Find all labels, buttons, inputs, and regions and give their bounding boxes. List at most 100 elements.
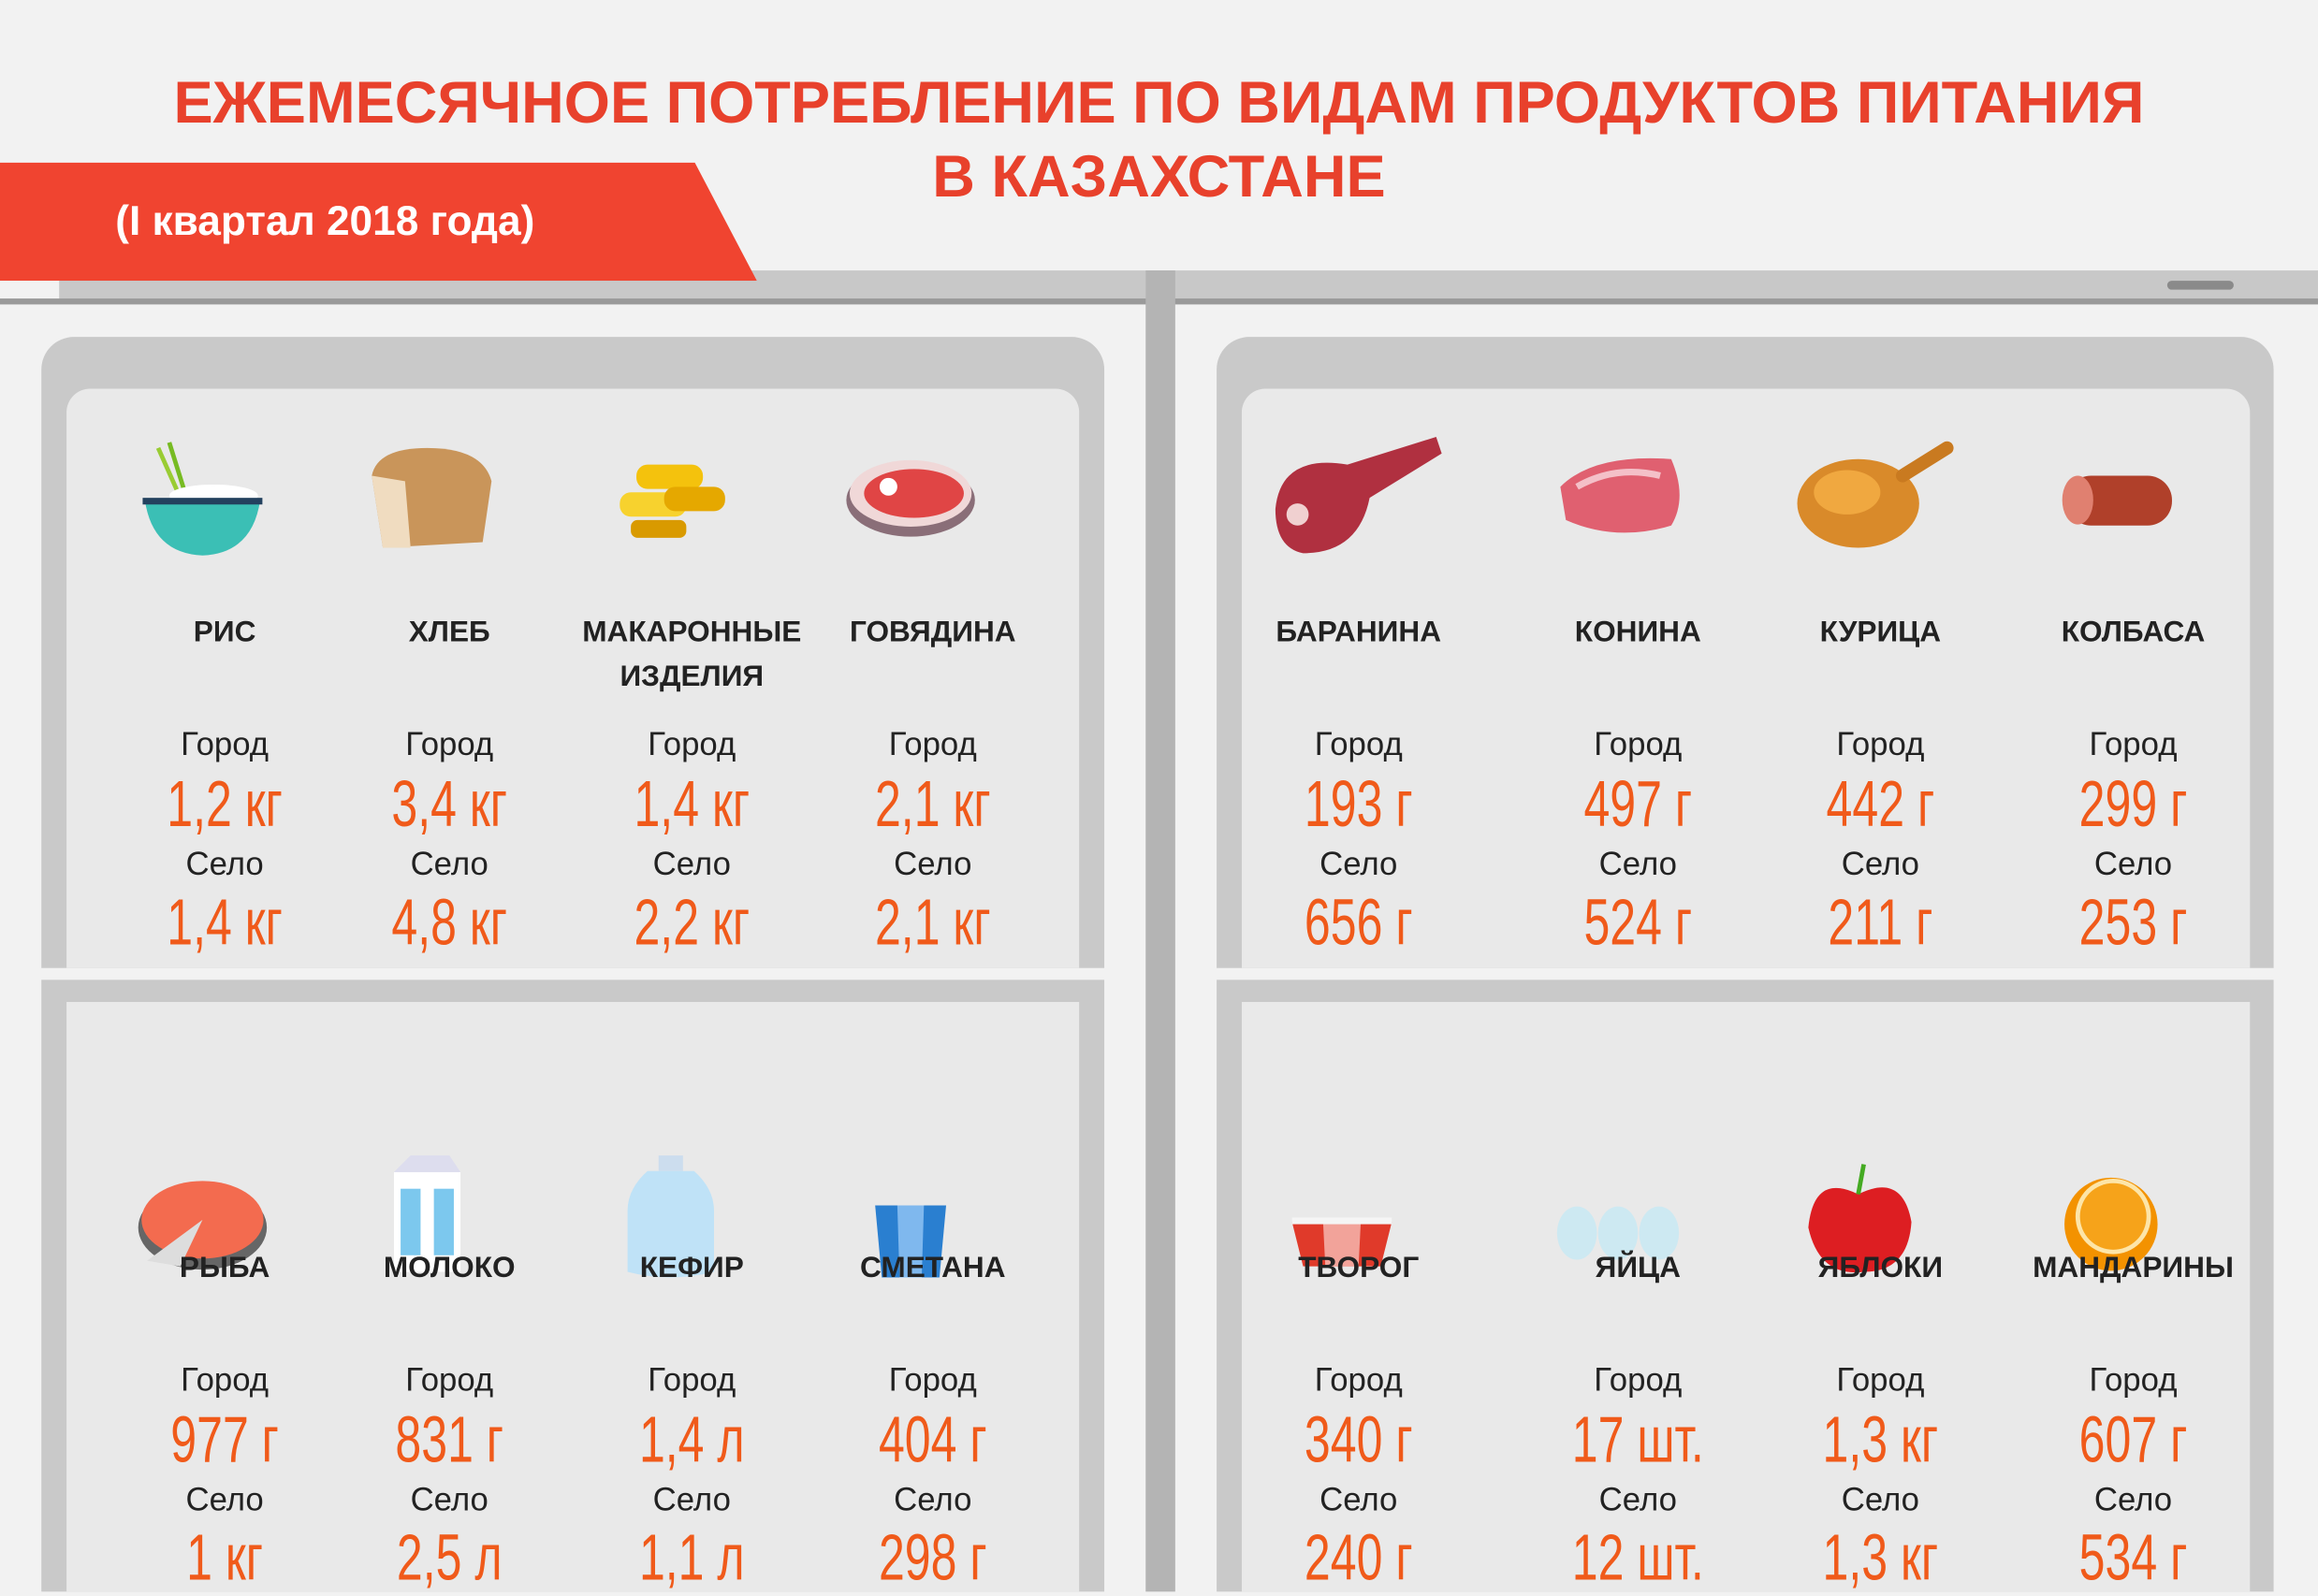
village-value: 524 г <box>1583 886 1693 960</box>
village-label: Село <box>894 1480 972 1518</box>
product-name: ЯЙЦА <box>1595 1252 1681 1284</box>
city-value: 1,4 кг <box>634 768 751 841</box>
city-value: 340 г <box>1304 1403 1413 1477</box>
product-name: МАНДАРИНЫ <box>2033 1252 2234 1284</box>
city-label: Город <box>1314 1360 1403 1399</box>
product-name: БАРАНИНА <box>1276 616 1442 649</box>
village-label: Село <box>1319 845 1398 883</box>
village-label: Село <box>1598 1480 1677 1518</box>
village-label: Село <box>185 1480 264 1518</box>
apple-icon <box>1808 1164 1912 1273</box>
village-label: Село <box>1841 1480 1920 1518</box>
city-label: Город <box>1836 725 1925 763</box>
village-label: Село <box>2093 845 2173 883</box>
fridge-handle <box>2166 281 2234 290</box>
city-value: 831 г <box>395 1403 504 1477</box>
city-value: 497 г <box>1583 768 1693 841</box>
cottage-cheese-icon <box>1291 1217 1392 1267</box>
city-label: Город <box>888 725 977 763</box>
product-name: КЕФИР <box>639 1252 744 1284</box>
city-label: Город <box>2089 1360 2178 1399</box>
city-label: Город <box>1836 1360 1925 1399</box>
rice-bowl-icon <box>142 442 263 556</box>
product-name: ГОВЯДИНА <box>849 616 1016 649</box>
village-value: 2,2 кг <box>634 886 751 960</box>
village-label: Село <box>894 845 972 883</box>
city-value: 977 г <box>170 1403 279 1477</box>
city-label: Город <box>405 725 494 763</box>
product-name: СМЕТАНА <box>860 1252 1006 1284</box>
horse-meat-icon <box>1560 457 1680 533</box>
village-label: Село <box>1598 845 1677 883</box>
city-value: 1,3 кг <box>1822 1403 1939 1477</box>
village-value: 4,8 кг <box>391 886 508 960</box>
city-label: Город <box>888 1360 977 1399</box>
roast-chicken-icon <box>1797 441 1954 548</box>
city-value: 2,1 кг <box>874 768 991 841</box>
city-value: 442 г <box>1826 768 1935 841</box>
village-value: 12 шт. <box>1571 1522 1704 1595</box>
beef-steak-icon <box>846 459 975 537</box>
panel-inner <box>1241 1002 2251 1592</box>
product-name: МОЛОКО <box>383 1252 516 1284</box>
city-label: Город <box>405 1360 494 1399</box>
village-value: 1,1 л <box>638 1522 745 1595</box>
village-value: 240 г <box>1304 1522 1413 1595</box>
village-label: Село <box>652 1480 731 1518</box>
product-name: КОНИНА <box>1574 616 1701 649</box>
village-label: Село <box>185 845 264 883</box>
city-value: 3,4 кг <box>391 768 508 841</box>
city-value: 607 г <box>2078 1403 2188 1477</box>
product-name: ЯБЛОКИ <box>1817 1252 1944 1284</box>
fridge-divider <box>1145 270 1175 1592</box>
village-label: Село <box>1319 1480 1398 1518</box>
salmon-steak-icon <box>138 1181 268 1270</box>
title-line-1: ЕЖЕМЕСЯЧНОЕ ПОТРЕБЛЕНИЕ ПО ВИДАМ ПРОДУКТ… <box>173 70 2145 137</box>
village-value: 1 кг <box>186 1522 264 1595</box>
city-value: 404 г <box>878 1403 987 1477</box>
village-label: Село <box>1841 845 1920 883</box>
city-label: Город <box>1594 725 1683 763</box>
village-value: 2,1 кг <box>874 886 991 960</box>
city-value: 299 г <box>2078 768 2188 841</box>
city-value: 1,2 кг <box>167 768 283 841</box>
pasta-icon <box>620 464 725 538</box>
milk-carton-icon <box>393 1155 461 1272</box>
village-label: Село <box>410 845 488 883</box>
village-value: 211 г <box>1828 886 1933 960</box>
city-label: Город <box>181 725 270 763</box>
village-label: Село <box>2093 1480 2173 1518</box>
village-value: 1,3 кг <box>1822 1522 1939 1595</box>
village-value: 298 г <box>878 1522 987 1595</box>
city-value: 17 шт. <box>1571 1403 1704 1477</box>
product-name: КОЛБАСА <box>2061 616 2206 649</box>
product-name: РИС <box>193 616 256 649</box>
subtitle-banner <box>0 162 757 282</box>
eggs-icon <box>1556 1206 1680 1260</box>
title-line-2: В КАЗАХСТАНЕ <box>932 144 1386 210</box>
city-label: Город <box>648 725 736 763</box>
panel-inner <box>66 1002 1080 1592</box>
village-label: Село <box>652 845 731 883</box>
bread-icon <box>372 447 492 548</box>
product-name: МАКАРОННЫЕ ИЗДЕЛИЯ <box>582 616 802 693</box>
sausage-icon <box>2062 475 2172 526</box>
product-name: ТВОРОГ <box>1298 1252 1420 1284</box>
village-value: 2,5 л <box>396 1522 503 1595</box>
sour-cream-cup-icon <box>875 1205 947 1278</box>
village-value: 253 г <box>2078 886 2188 960</box>
village-label: Село <box>410 1480 488 1518</box>
product-name: ХЛЕБ <box>408 616 490 649</box>
village-value: 656 г <box>1304 886 1413 960</box>
subtitle: (I квартал 2018 года) <box>115 197 535 244</box>
city-value: 193 г <box>1304 768 1413 841</box>
product-name: КУРИЦА <box>1819 616 1942 649</box>
city-label: Город <box>648 1360 736 1399</box>
city-label: Город <box>2089 725 2178 763</box>
product-name: РЫБА <box>179 1252 270 1284</box>
city-label: Город <box>1314 725 1403 763</box>
city-label: Город <box>1594 1360 1683 1399</box>
city-value: 1,4 л <box>638 1403 745 1477</box>
mandarin-icon <box>2064 1177 2158 1271</box>
